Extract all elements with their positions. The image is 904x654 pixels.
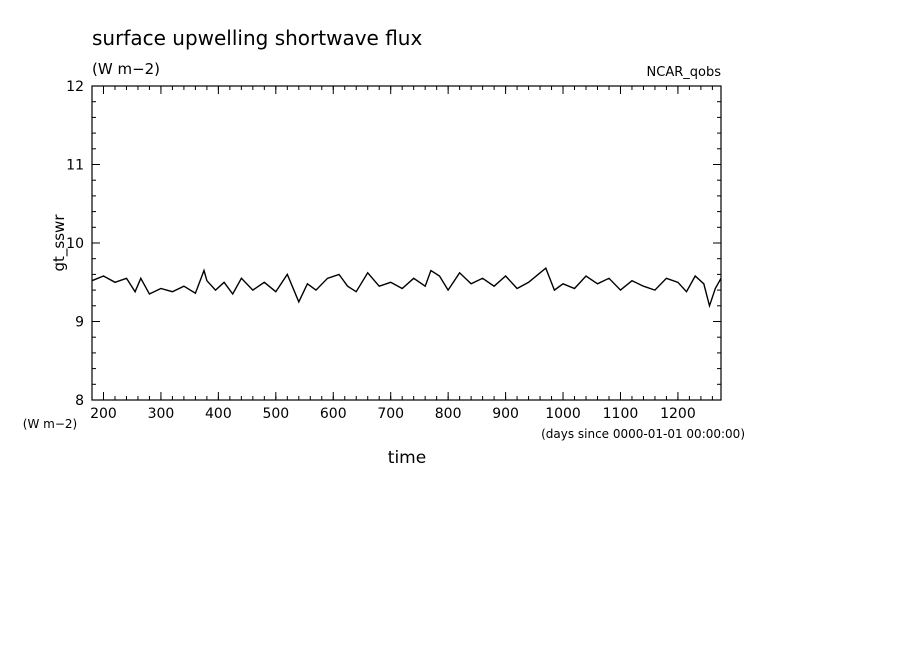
x-tick-label: 1000: [545, 406, 581, 422]
x-axis-units: (days since 0000-01-01 00:00:00): [541, 427, 745, 441]
chart-subtitle-units: (W m−2): [92, 60, 160, 78]
y-axis-label: gt_sswr: [50, 214, 69, 272]
plot-frame: [91, 85, 722, 401]
x-tick-label: 600: [320, 406, 347, 422]
x-axis-ticks: 200 300 400 500 600 700 800 900 1000 1100 1200: [90, 86, 713, 422]
y-axis-units: (W m−2): [23, 417, 77, 431]
x-tick-label: 900: [492, 406, 519, 422]
chart-title: surface upwelling shortwave flux: [92, 26, 422, 50]
x-tick-label: 400: [205, 406, 232, 422]
series-line: [91, 266, 722, 309]
y-tick-label: 8: [75, 393, 84, 409]
x-tick-label: 300: [148, 406, 175, 422]
y-tick-label: 11: [66, 158, 84, 174]
y-tick-label: 10: [66, 236, 84, 252]
x-tick-label: 800: [435, 406, 462, 422]
x-tick-label: 500: [262, 406, 289, 422]
y-tick-label: 9: [75, 315, 84, 331]
x-tick-label: 200: [90, 406, 117, 422]
x-tick-label: 1100: [603, 406, 639, 422]
source-label: NCAR_qobs: [647, 65, 722, 80]
x-tick-label: 1200: [660, 406, 696, 422]
y-axis-ticks: 8 9 10 11 12: [66, 79, 721, 409]
y-tick-label: 12: [66, 79, 84, 95]
x-axis-label: time: [388, 448, 426, 468]
x-tick-label: 700: [377, 406, 404, 422]
